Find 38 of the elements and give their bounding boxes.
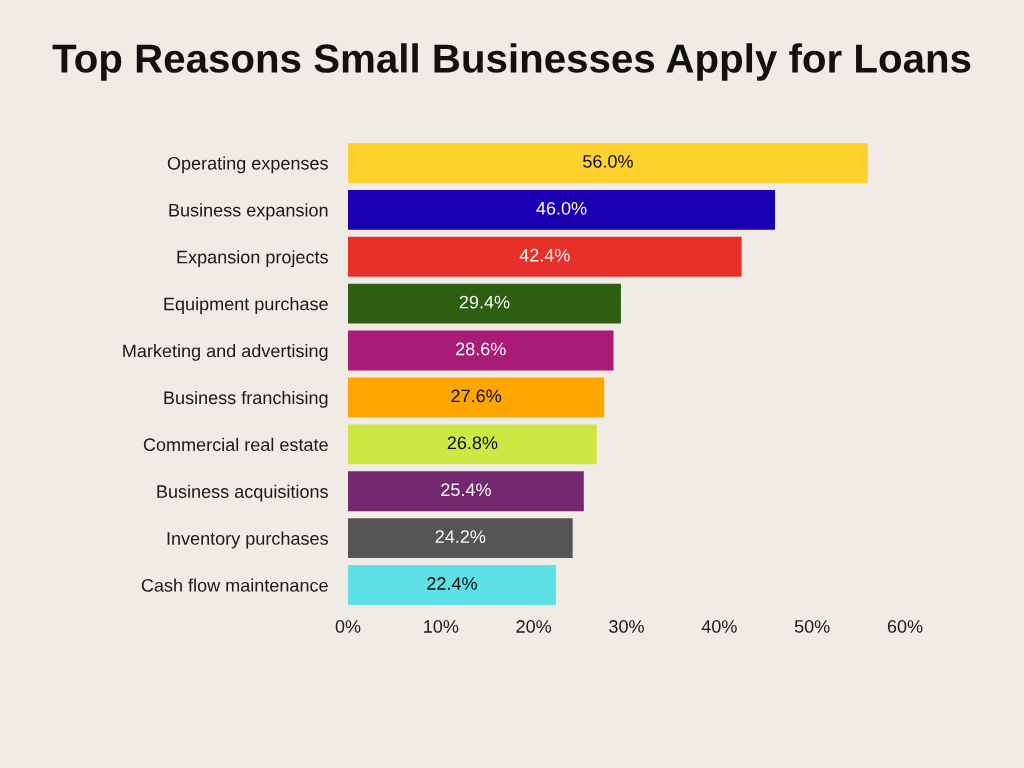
data-label: 29.4% [459, 295, 510, 309]
y-tick-label: Business franchising [164, 390, 328, 408]
bar [348, 424, 597, 465]
y-tick-label: Inventory purchases [167, 531, 328, 549]
bar [348, 330, 614, 371]
bar [348, 565, 556, 605]
y-tick-label: Marketing and advertising [123, 344, 328, 361]
x-tick-label: 10% [424, 620, 459, 633]
bar [348, 189, 776, 230]
x-tick-label: 0% [335, 620, 361, 633]
data-label: 26.8% [447, 436, 498, 450]
y-tick-label: Cash flow maintenance [141, 578, 328, 592]
data-label: 24.2% [435, 530, 486, 543]
y-tick-label: Business acquisitions [157, 484, 328, 502]
data-label: 42.4% [519, 248, 570, 262]
data-label: 25.4% [441, 483, 491, 497]
bar [348, 518, 573, 559]
x-tick-label: 50% [794, 620, 830, 633]
chart-title: Top Reasons Small Businesses Apply for Loans [52, 43, 971, 81]
x-tick-label: 30% [609, 620, 644, 633]
data-label: 22.4% [427, 577, 477, 590]
data-label: 27.6% [451, 389, 502, 403]
bar [348, 143, 868, 183]
data-label: 56.0% [583, 155, 633, 168]
y-tick-label: Business expansion [169, 203, 328, 221]
bar [348, 471, 584, 512]
bar [348, 377, 605, 418]
bar [348, 236, 742, 277]
data-label: 28.6% [456, 342, 506, 356]
y-tick-label: Expansion projects [177, 250, 328, 268]
x-tick-label: 20% [516, 620, 552, 633]
x-tick-label: 40% [701, 620, 737, 633]
bar [348, 283, 621, 324]
x-tick-label: 60% [887, 620, 923, 633]
y-tick-label: Operating expenses [167, 156, 328, 174]
y-tick-label: Commercial real estate [143, 437, 328, 452]
data-label: 46.0% [536, 201, 587, 215]
y-tick-label: Equipment purchase [164, 297, 328, 314]
